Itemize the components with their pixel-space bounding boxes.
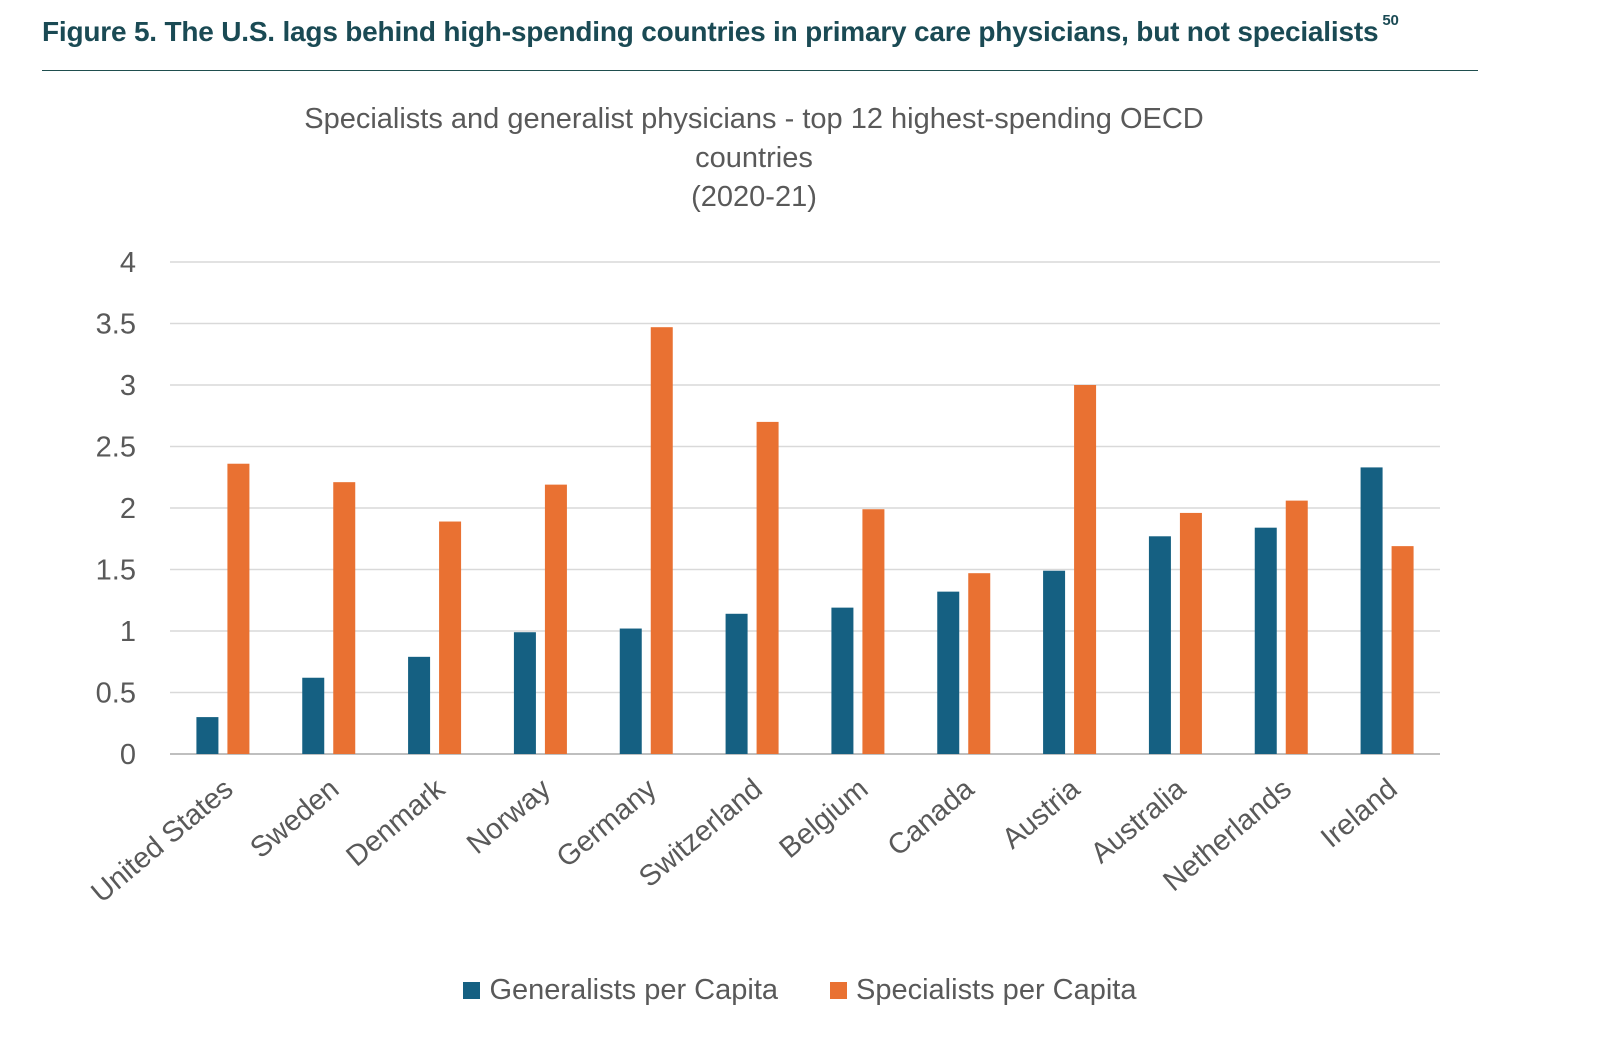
- figure-header: Figure 5. The U.S. lags behind high-spen…: [42, 12, 1478, 71]
- bar-specialists: [227, 463, 250, 754]
- bar-specialists: [756, 421, 779, 754]
- chart-legend: Generalists per Capita Specialists per C…: [0, 970, 1600, 1010]
- bar-generalists: [831, 607, 854, 754]
- bar-generalists: [1254, 527, 1277, 754]
- bar-specialists: [650, 327, 673, 754]
- y-tick-label: 0.5: [96, 678, 136, 710]
- bar-specialists: [439, 521, 462, 754]
- x-tick-label: Denmark: [340, 773, 451, 873]
- legend-swatch-generalists: [463, 981, 481, 999]
- y-tick-label: 2.5: [96, 432, 136, 464]
- bar-specialists: [1074, 385, 1097, 754]
- bar-specialists: [1179, 512, 1202, 754]
- y-tick-label: 1.5: [96, 555, 136, 587]
- bar-generalists: [1148, 536, 1171, 754]
- x-tick-label: Canada: [882, 772, 981, 862]
- y-axis-tick-labels: 0 0.5 1 1.5 2 2.5 3 3.5 4: [96, 247, 136, 771]
- bar-generalists: [302, 677, 325, 754]
- x-tick-label: Belgium: [774, 773, 875, 865]
- bar-generalists: [725, 613, 748, 754]
- chart-title-line-1: Specialists and generalist physicians - …: [304, 103, 1204, 135]
- bar-specialists: [968, 573, 991, 754]
- figure-caption: Figure 5. The U.S. lags behind high-spen…: [42, 12, 1399, 48]
- legend-item-generalists: Generalists per Capita: [463, 974, 778, 1007]
- legend-label-specialists: Specialists per Capita: [856, 973, 1137, 1006]
- figure-footnote-ref: 50: [1382, 11, 1399, 29]
- bar-generalists: [408, 656, 431, 754]
- gridlines: [170, 261, 1440, 755]
- chart-title: Specialists and generalist physicians - …: [200, 100, 1308, 217]
- bar-specialists: [862, 509, 885, 754]
- chart-title-line-3: (2020-21): [691, 181, 817, 213]
- y-tick-label: 4: [120, 247, 136, 279]
- legend-swatch-specialists: [830, 981, 848, 999]
- x-tick-label: Sweden: [244, 773, 345, 865]
- x-tick-label: Austria: [996, 772, 1086, 855]
- chart-title-line-2: countries: [695, 142, 813, 174]
- x-tick-label: United States: [85, 773, 239, 909]
- x-tick-label: Australia: [1085, 772, 1193, 870]
- bar-specialists: [544, 484, 567, 754]
- bar-specialists: [333, 482, 356, 754]
- figure-caption-text: Figure 5. The U.S. lags behind high-spen…: [42, 16, 1379, 47]
- y-tick-label: 0: [120, 739, 136, 771]
- bar-generalists: [619, 628, 642, 754]
- y-tick-label: 3: [120, 370, 136, 402]
- bar-specialists: [1391, 546, 1414, 754]
- bar-generalists: [513, 632, 536, 754]
- legend-label-generalists: Generalists per Capita: [489, 973, 779, 1006]
- bar-generalists: [1043, 570, 1066, 754]
- bar-generalists: [937, 591, 960, 754]
- bar-generalists: [196, 717, 219, 754]
- y-tick-label: 3.5: [96, 309, 136, 341]
- x-tick-label: Ireland: [1315, 773, 1403, 855]
- x-tick-label: Norway: [461, 773, 557, 861]
- bars: [196, 327, 1414, 754]
- bar-generalists: [1360, 467, 1383, 754]
- bar-specialists: [1285, 500, 1308, 754]
- legend-item-specialists: Specialists per Capita: [830, 973, 1137, 1007]
- y-tick-label: 2: [120, 493, 136, 525]
- y-tick-label: 1: [120, 616, 136, 648]
